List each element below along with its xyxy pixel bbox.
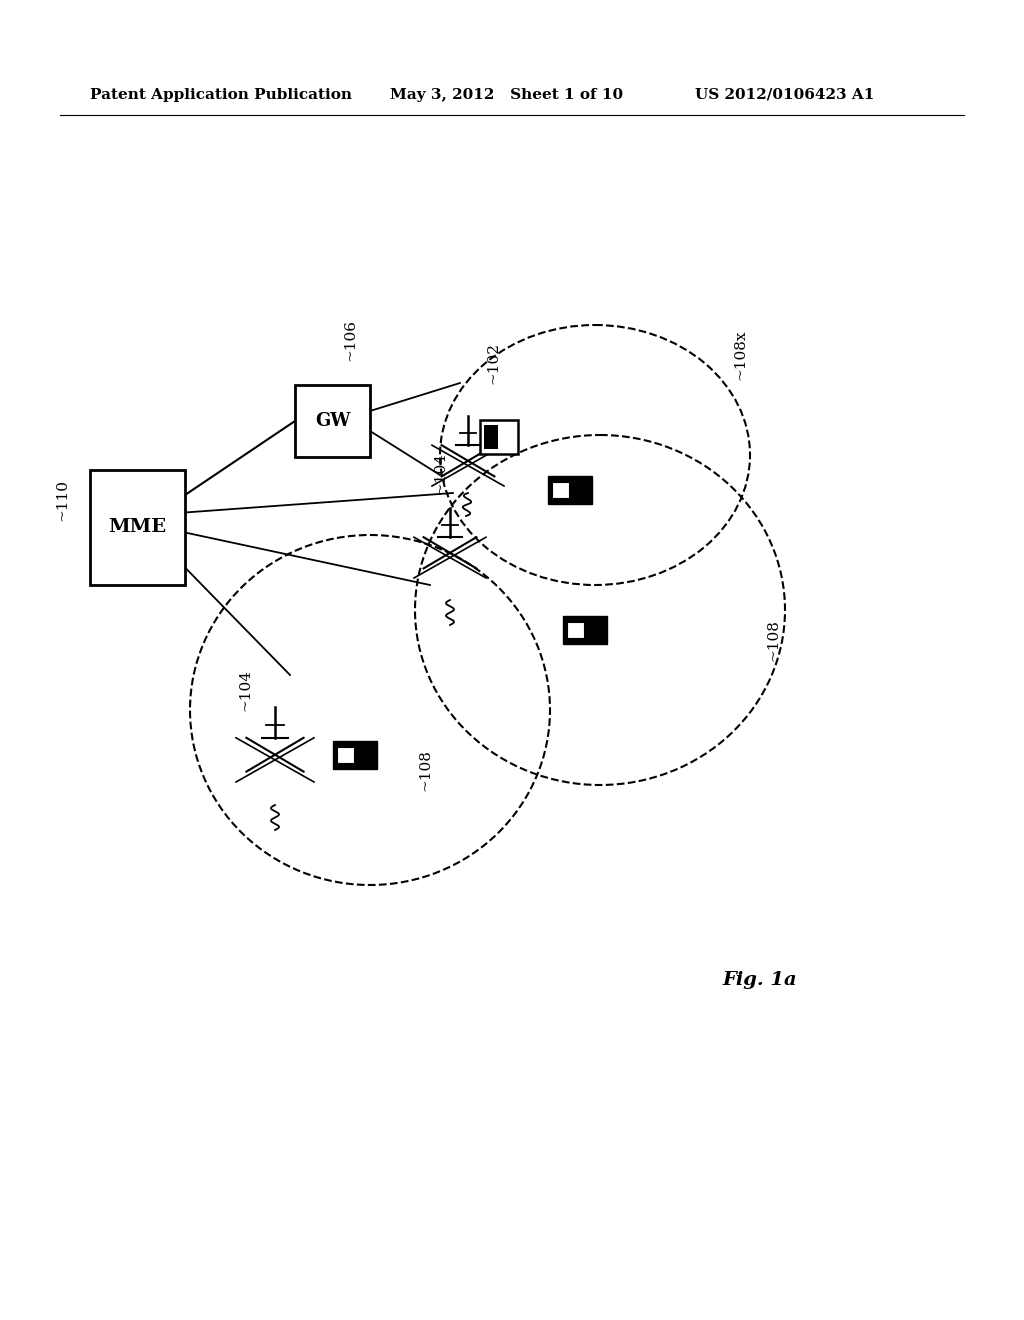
Text: ~104: ~104 bbox=[238, 669, 252, 711]
Bar bbox=[552, 482, 568, 498]
Bar bbox=[333, 741, 377, 770]
Text: ~108: ~108 bbox=[418, 748, 432, 791]
Bar bbox=[548, 477, 592, 504]
Text: ~102: ~102 bbox=[486, 342, 500, 384]
Bar bbox=[295, 385, 370, 457]
Text: MME: MME bbox=[109, 519, 167, 536]
Bar bbox=[567, 622, 584, 638]
Text: ~108x: ~108x bbox=[733, 330, 746, 380]
Bar bbox=[563, 616, 607, 644]
Text: ~106: ~106 bbox=[343, 319, 357, 360]
Text: ~104: ~104 bbox=[433, 451, 447, 494]
Bar bbox=[480, 420, 518, 454]
Bar bbox=[90, 470, 185, 585]
Text: GW: GW bbox=[314, 412, 350, 430]
Text: ~108: ~108 bbox=[766, 619, 780, 661]
Text: May 3, 2012   Sheet 1 of 10: May 3, 2012 Sheet 1 of 10 bbox=[390, 88, 624, 102]
Text: US 2012/0106423 A1: US 2012/0106423 A1 bbox=[695, 88, 874, 102]
Bar bbox=[484, 425, 498, 449]
Text: ~110: ~110 bbox=[55, 479, 69, 521]
Bar bbox=[337, 747, 353, 763]
Text: Fig. 1a: Fig. 1a bbox=[723, 972, 798, 989]
Text: Patent Application Publication: Patent Application Publication bbox=[90, 88, 352, 102]
